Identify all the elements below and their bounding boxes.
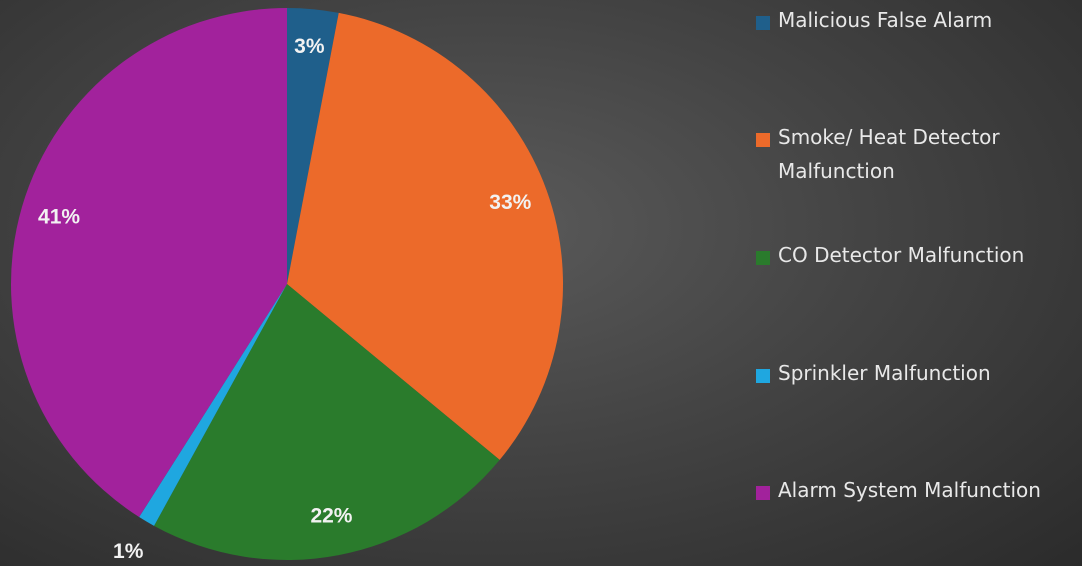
data-label: 41% [38, 205, 80, 228]
legend-label: Sprinkler Malfunction [778, 361, 991, 385]
data-label: 22% [310, 505, 352, 528]
pie-slice [287, 8, 339, 284]
pie-chart: 3% 33% 22% 1% 41% [10, 8, 563, 563]
legend-swatch [756, 133, 770, 147]
pie-slice [287, 12, 563, 460]
legend-swatch [756, 369, 770, 383]
legend-swatch [756, 486, 770, 500]
legend-label: Malicious False Alarm [778, 8, 993, 32]
pie-slice [154, 284, 500, 560]
data-label: 3% [294, 35, 325, 58]
legend-entry: Alarm System Malfunction [756, 478, 1076, 507]
legend-entry: Smoke/ Heat Detector Malfunction [756, 125, 1076, 188]
data-label: 1% [113, 540, 144, 563]
legend-swatch [756, 251, 770, 265]
legend-swatch [756, 16, 770, 30]
legend-label: CO Detector Malfunction [778, 243, 1025, 267]
legend-label: Smoke/ Heat Detector Malfunction [778, 125, 1000, 183]
legend-entry: CO Detector Malfunction [756, 243, 1076, 272]
pie-slice [10, 8, 287, 518]
legend-label: Alarm System Malfunction [778, 478, 1041, 502]
pie-slice [139, 284, 287, 526]
legend-entry: Sprinkler Malfunction [756, 361, 1076, 390]
legend: Malicious False Alarm Smoke/ Heat Detecto… [756, 0, 1076, 566]
legend-entry: Malicious False Alarm [756, 8, 1076, 37]
data-label: 33% [489, 191, 531, 214]
